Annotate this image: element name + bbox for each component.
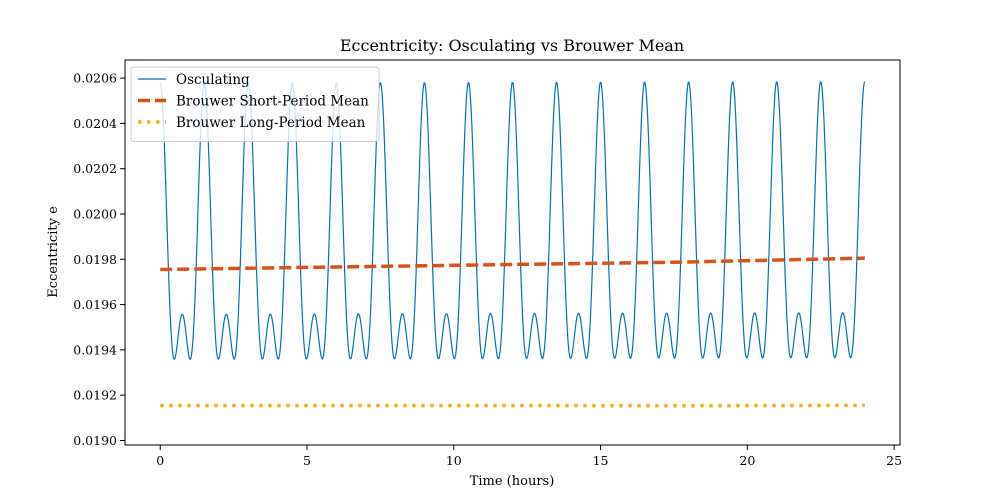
y-axis: 0.0190 0.0192 0.0194 0.0196 0.0198 0.0200 0.02… xyxy=(73,71,125,448)
x-tick-label: 15 xyxy=(593,453,609,468)
chart-title: Eccentricity: Osculating vs Brouwer Mean xyxy=(340,36,684,55)
x-tick-label: 20 xyxy=(739,453,755,468)
legend-label: Brouwer Long-Period Mean xyxy=(176,115,366,131)
series-line-1 xyxy=(159,81,866,360)
y-axis-label: Eccentricity e xyxy=(46,206,61,298)
x-tick-label: 25 xyxy=(886,453,902,468)
series-line-2 xyxy=(160,256,865,272)
y-tick-label: 0.0206 xyxy=(73,71,117,86)
y-tick-label: 0.0190 xyxy=(73,433,117,448)
plot-frame xyxy=(124,59,901,446)
y-tick-label: 0.0198 xyxy=(73,252,117,267)
x-tick-label: 0 xyxy=(156,453,164,468)
legend-label: Osculating xyxy=(176,72,250,88)
y-tick-label: 0.0204 xyxy=(73,116,117,131)
legend-box xyxy=(130,66,380,142)
y-tick-label: 0.0192 xyxy=(73,388,117,403)
y-tick-label: 0.0200 xyxy=(73,207,117,222)
legend-label: Brouwer Short-Period Mean xyxy=(176,94,369,110)
x-axis-label: Time (hours) xyxy=(470,474,555,489)
y-tick-label: 0.0196 xyxy=(73,297,117,312)
series-layer xyxy=(159,81,866,408)
y-tick-label: 0.0202 xyxy=(73,161,117,176)
x-axis: 0 5 10 15 20 25 xyxy=(156,445,902,468)
x-tick-label: 5 xyxy=(303,453,311,468)
y-tick-label: 0.0194 xyxy=(73,342,117,357)
x-tick-label: 10 xyxy=(446,453,462,468)
legend: Osculating Brouwer Short-Period Mean Brouw… xyxy=(130,66,380,142)
